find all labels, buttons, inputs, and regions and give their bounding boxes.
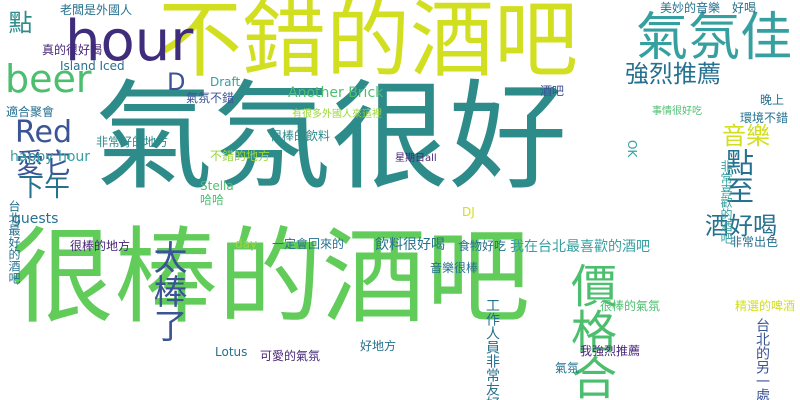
word-cloud-word: happy hour [10,149,91,165]
word-cloud-word: 下午 [18,173,71,203]
word-cloud-word: 音樂很棒 [430,261,479,275]
word-cloud-word: 點至 [722,148,755,204]
word-cloud-word: DJ [462,205,475,219]
word-cloud-word: 很棒的地方 [70,239,131,253]
word-cloud-word: guests [12,211,59,227]
word-cloud-word: 氣氛不錯 [186,91,235,105]
word-cloud-word: 事情很好吃 [652,106,702,117]
word-cloud-word: 一定會回來的 [272,237,345,251]
word-cloud-word: D [167,68,186,96]
word-cloud-word: hour [65,9,194,74]
word-cloud-word: 真的很好喝 [42,43,103,57]
word-cloud-word: 氣氛佳 [636,8,793,68]
word-cloud-word: beer [5,57,92,101]
word-cloud-word: 非常出色 [730,235,779,249]
word-cloud-word: 不錯的地方 [210,149,271,163]
word-cloud-word: 好喝 [732,1,757,15]
word-cloud-word: 非常喜歡的酒吧 [719,160,733,244]
word-cloud-word: 星期日all [395,153,437,164]
word-cloud-word: OK [625,140,639,158]
word-cloud-word: 非常好的地方 [96,135,169,149]
word-cloud-word: Island Iced [60,59,125,73]
word-cloud-word: 價格合理 [564,262,618,400]
word-cloud-word: 很棒的氣氛 [600,299,661,313]
word-cloud-word: 酒吧 [540,84,565,98]
word-cloud-word: 食物好吃 [458,239,507,253]
word-cloud-word: 好地方 [360,339,397,353]
word-cloud-word: 強烈推薦 [625,60,721,88]
word-cloud-word: Lotus [215,345,248,359]
word-cloud-word: 台北最好的酒吧 [7,200,21,284]
word-cloud-word: Red [15,115,72,150]
word-cloud-word: 音樂 [722,122,770,150]
word-cloud-word: 酒好喝 [705,212,777,240]
word-cloud-word: 很棒的酒吧 [10,216,531,338]
word-cloud-word: 晚上 [760,93,785,107]
word-cloud-word: day [235,237,258,251]
word-cloud-word: 很棒的飲料 [270,129,331,143]
word-cloud-word: 不錯的酒吧 [158,0,579,89]
word-cloud-word: 美妙的音樂 [660,1,721,15]
word-cloud-word: 適合聚會 [6,105,55,119]
word-cloud-word: 愛它 [16,147,73,180]
word-cloud-word: 點 [4,10,32,34]
word-cloud-word: Another Brick [288,85,384,101]
word-cloud-word: 太棒了 [147,240,187,342]
word-cloud-word: 哈哈 [200,193,225,207]
word-cloud-word: 工作人員非常友好 [484,298,500,400]
word-cloud-word: 氣氛很好 [95,68,568,206]
word-cloud-word: Stella [200,179,234,193]
word-cloud-word: 可愛的氣氛 [260,349,321,363]
word-cloud-word: 我在台北最喜歡的酒吧 [510,239,650,255]
word-cloud-word: 台北的另一處瑰 [754,318,770,400]
word-cloud-word: 有很多外國人來這裡 [292,109,382,120]
word-cloud-word: 飲料很好喝 [375,237,445,253]
word-cloud-word: 環境不錯 [740,111,789,125]
word-cloud-word: 我強烈推薦 [580,344,641,358]
word-cloud-word: 氣氛 [555,361,580,375]
word-cloud-word: 精選的啤酒 [735,299,796,313]
word-cloud-word: Draft [210,75,241,89]
word-cloud-word: 老闆是外國人 [60,3,133,17]
